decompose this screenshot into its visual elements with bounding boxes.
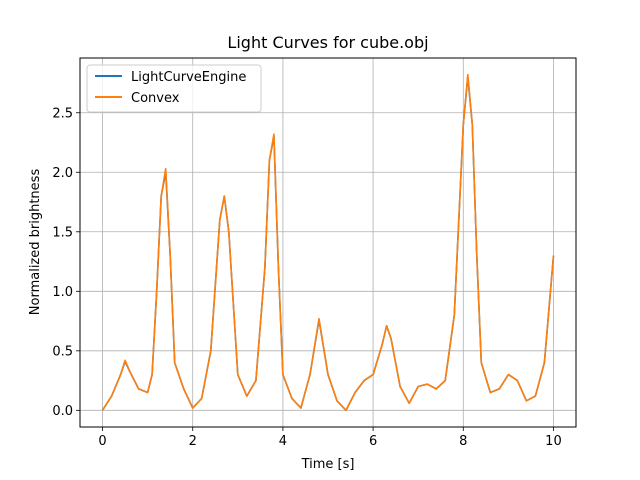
legend-label-convex: Convex — [131, 91, 180, 106]
legend-box — [86, 64, 262, 113]
x-tick-label: 2 — [189, 434, 197, 449]
plot-frame — [79, 57, 577, 428]
y-tick-label: 0.0 — [52, 404, 73, 419]
y-axis: 0.0 0.5 1.0 1.5 2.0 2.5 — [52, 106, 80, 419]
gridlines — [80, 58, 576, 427]
legend-label-lightcurveengine: LightCurveEngine — [131, 70, 246, 85]
x-tick-label: 4 — [279, 434, 287, 449]
x-tick-label: 6 — [369, 434, 377, 449]
y-tick-label: 1.5 — [52, 225, 73, 240]
x-axis-label: Time [s] — [301, 457, 355, 472]
x-tick-label: 8 — [459, 434, 467, 449]
y-axis-label: Normalized brightness — [28, 169, 43, 316]
y-tick-label: 2.5 — [52, 106, 73, 121]
x-tick-label: 10 — [545, 434, 562, 449]
x-tick-label: 0 — [98, 434, 106, 449]
y-tick-label: 1.0 — [52, 285, 73, 300]
series-line-convex — [101, 73, 555, 412]
legend: LightCurveEngine Convex — [86, 64, 262, 113]
x-axis: 0 2 4 6 8 10 — [98, 427, 562, 449]
chart-title: Light Curves for cube.obj — [227, 33, 428, 52]
y-tick-label: 0.5 — [52, 344, 73, 359]
series-layer — [101, 73, 555, 412]
y-tick-label: 2.0 — [52, 166, 73, 181]
